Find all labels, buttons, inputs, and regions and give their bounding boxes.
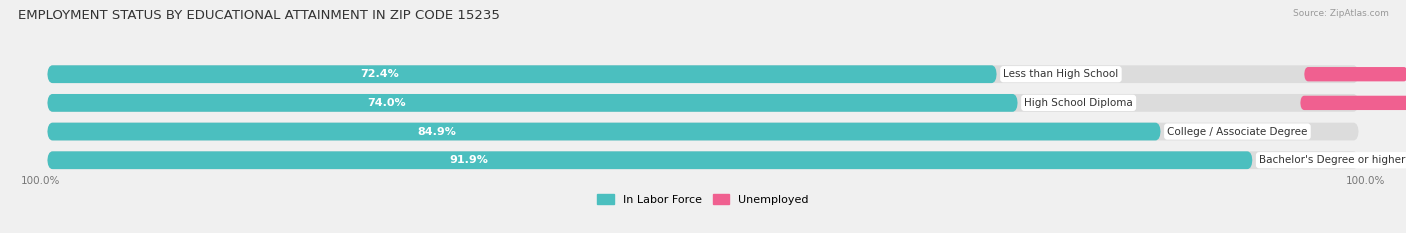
FancyBboxPatch shape xyxy=(48,151,1358,169)
Text: High School Diploma: High School Diploma xyxy=(1025,98,1133,108)
Text: College / Associate Degree: College / Associate Degree xyxy=(1167,127,1308,137)
FancyBboxPatch shape xyxy=(48,123,1161,140)
FancyBboxPatch shape xyxy=(1305,67,1406,81)
Text: 72.4%: 72.4% xyxy=(360,69,399,79)
Text: EMPLOYMENT STATUS BY EDUCATIONAL ATTAINMENT IN ZIP CODE 15235: EMPLOYMENT STATUS BY EDUCATIONAL ATTAINM… xyxy=(18,9,501,22)
FancyBboxPatch shape xyxy=(48,94,1358,112)
Text: Source: ZipAtlas.com: Source: ZipAtlas.com xyxy=(1294,9,1389,18)
Text: 100.0%: 100.0% xyxy=(21,176,60,186)
Text: Bachelor's Degree or higher: Bachelor's Degree or higher xyxy=(1258,155,1406,165)
Text: 74.0%: 74.0% xyxy=(367,98,406,108)
Text: 100.0%: 100.0% xyxy=(1346,176,1385,186)
Legend: In Labor Force, Unemployed: In Labor Force, Unemployed xyxy=(598,195,808,205)
FancyBboxPatch shape xyxy=(48,94,1018,112)
Text: Less than High School: Less than High School xyxy=(1004,69,1119,79)
Text: 84.9%: 84.9% xyxy=(418,127,457,137)
Text: 91.9%: 91.9% xyxy=(450,155,488,165)
FancyBboxPatch shape xyxy=(48,65,1358,83)
FancyBboxPatch shape xyxy=(48,65,997,83)
FancyBboxPatch shape xyxy=(1301,96,1406,110)
FancyBboxPatch shape xyxy=(48,151,1253,169)
FancyBboxPatch shape xyxy=(48,123,1358,140)
